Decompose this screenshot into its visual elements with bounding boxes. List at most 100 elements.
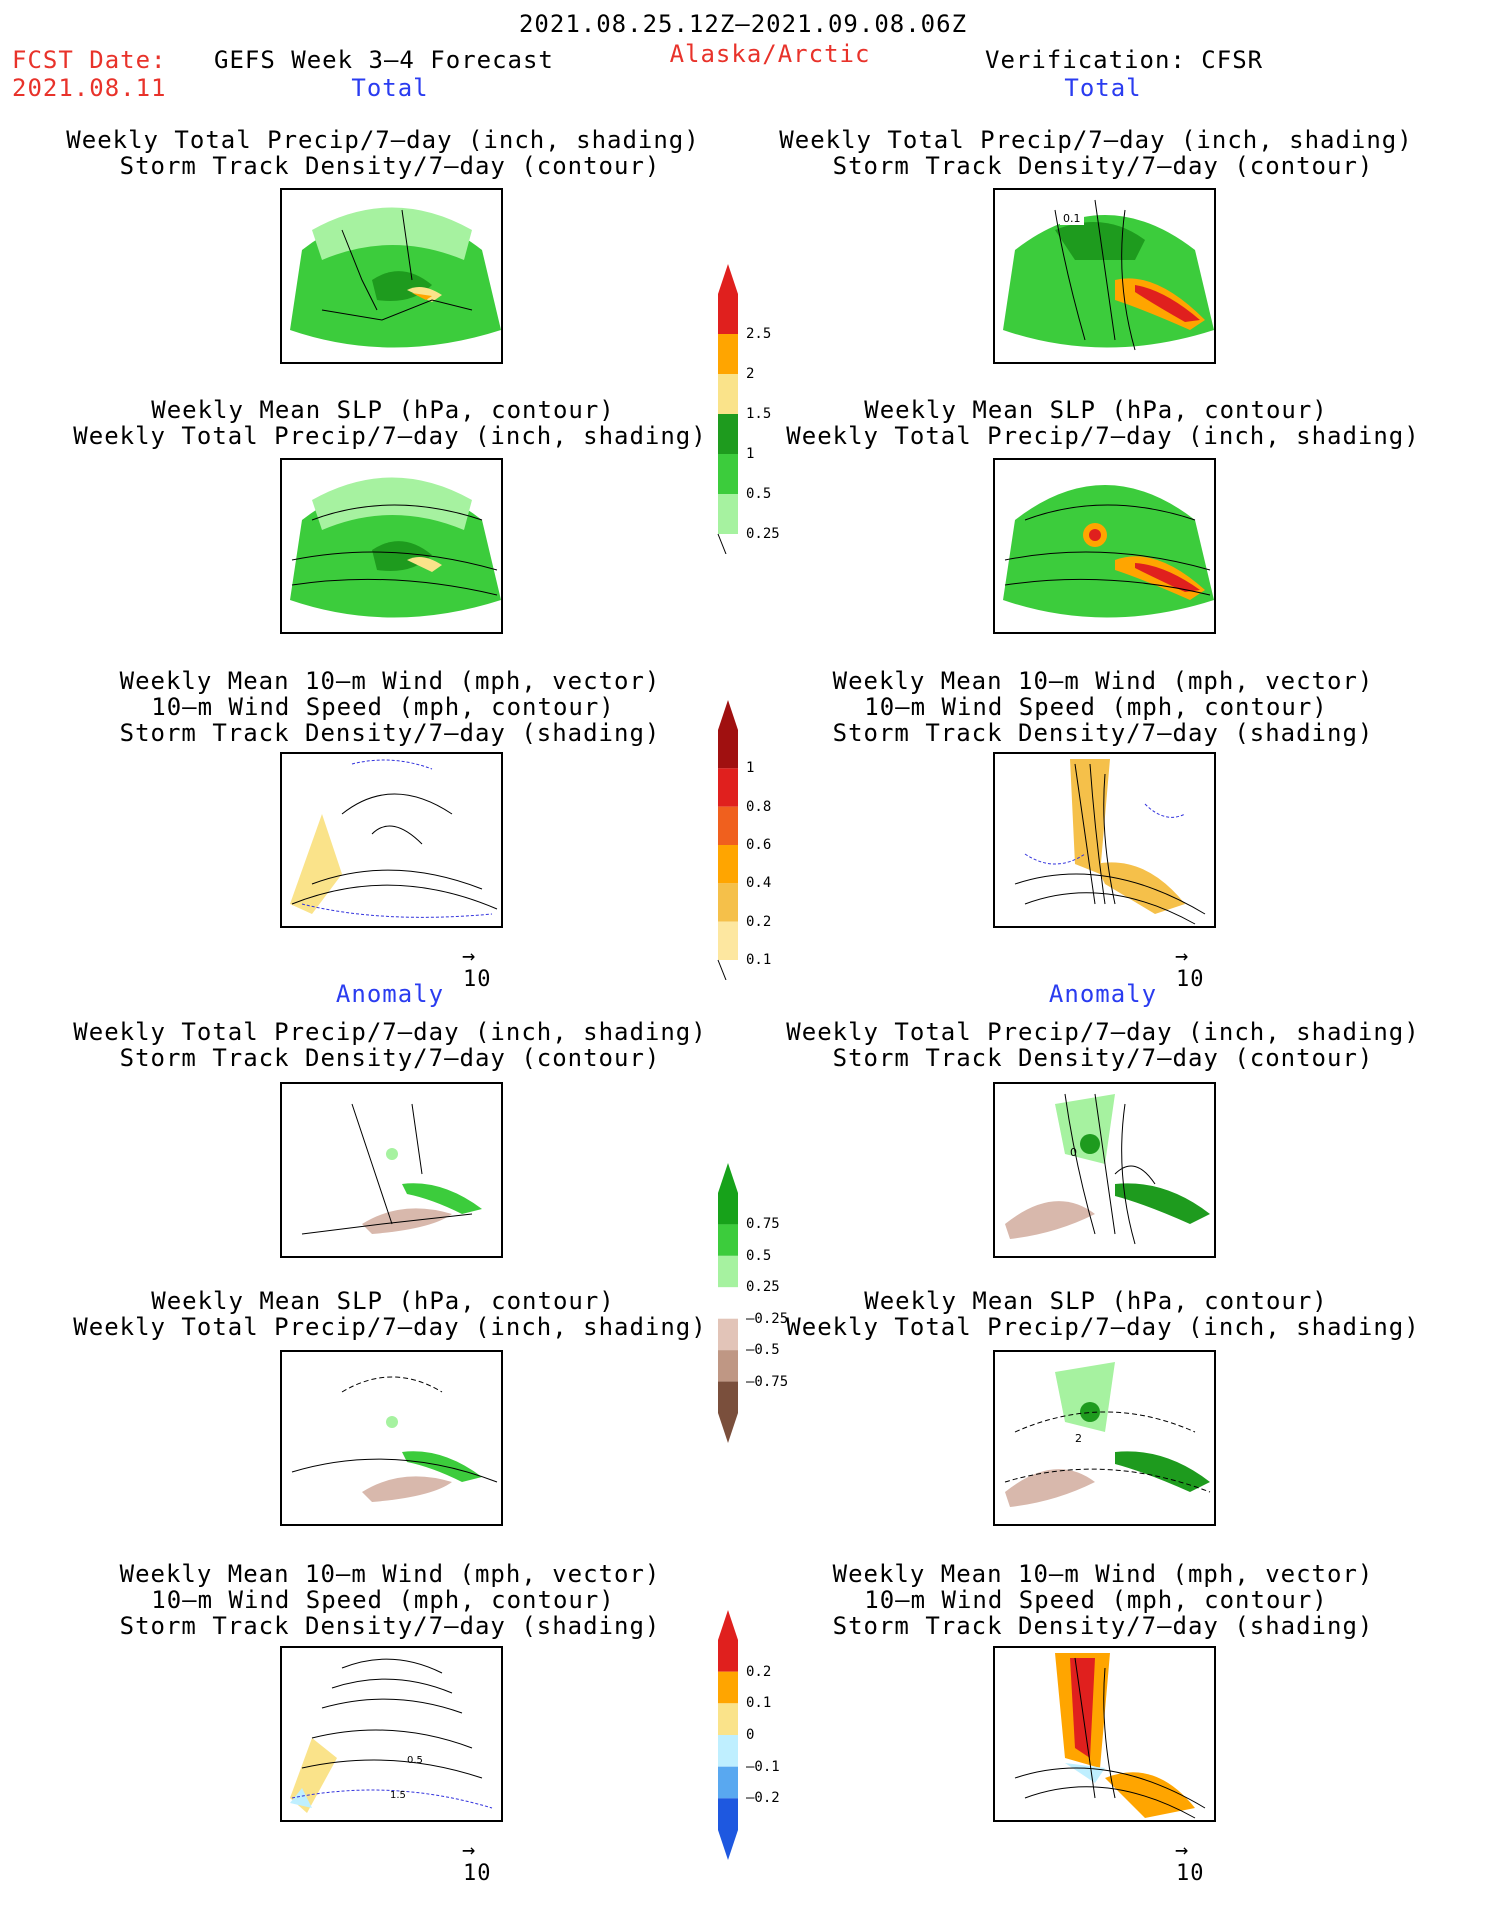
colorbar-label: 0.5 [746,1247,772,1264]
panel-title-l1-line1: Weekly Total Precip/7–day (inch, shading… [66,126,700,154]
colorbar-swatch [718,1640,738,1672]
colorbar-label: 2 [746,366,755,382]
map-total-precip-storm-forecast [280,188,503,364]
panel-title-r3-line3: Storm Track Density/7–day (shading) [832,719,1374,747]
panel-title-r3-line1: Weekly Mean 10–m Wind (mph, vector) [832,667,1374,695]
panel-title-l3-line2: 10–m Wind Speed (mph, contour) [151,693,615,721]
colorbar-swatch [718,921,738,960]
colorbar-label: 0.1 [746,952,772,968]
map-anomaly-slp-precip-forecast [280,1350,503,1526]
colorbar-swatch [718,845,738,884]
colorbar-swatch [718,1735,738,1767]
colorbar-label: 0.2 [746,1663,772,1680]
colorbar-cap [718,1163,738,1193]
colorbar-swatch [718,414,738,454]
colorbar-cap [718,700,738,730]
colorbar-precip-total: 2.5 2 1.5 1 0.5 0.25 [716,264,796,554]
contour-label: 1.5 [390,1790,406,1801]
colorbar-cap [718,1830,738,1860]
colorbar-swatch [718,1287,738,1319]
contour-label: 0.1 [1063,212,1081,225]
contour-label: 0 [1070,1146,1077,1159]
colorbar-label: 1 [746,760,755,777]
colorbar-swatch [718,374,738,414]
map-total-precip-storm-verification: 0.1 [993,188,1216,364]
colorbar-swatch [718,494,738,534]
colorbar-swatch [718,768,738,807]
map-anomaly-precip-storm-verification: 0 [993,1082,1216,1258]
verification-title: Verification: CFSR [985,46,1264,74]
panel-title-r3-line2: 10–m Wind Speed (mph, contour) [864,693,1328,721]
colorbar-swatch [718,454,738,494]
colorbar-label: –0.25 [746,1310,789,1327]
colorbar-storm-anomaly: 0.2 0.1 0 –0.1 –0.2 [716,1610,796,1860]
panel-title-l6-line1: Weekly Mean 10–m Wind (mph, vector) [119,1560,661,1588]
colorbar-label: –0.2 [746,1790,780,1807]
panel-title-l4-line1: Weekly Total Precip/7–day (inch, shading… [73,1018,707,1046]
colorbar-swatch [718,1703,738,1735]
colorbar-label: –0.5 [746,1342,780,1359]
colorbar-tail [717,959,727,980]
colorbar-label: 0.1 [746,1695,772,1712]
panel-title-r6-line2: 10–m Wind Speed (mph, contour) [864,1586,1328,1614]
colorbar-label: –0.1 [746,1758,780,1775]
panel-title-l5-line1: Weekly Mean SLP (hPa, contour) [151,1287,615,1315]
map-anomaly-wind-storm-verification [993,1646,1216,1822]
colorbar-swatch [718,1350,738,1382]
colorbar-swatch [718,334,738,374]
panel-title-r5-line1: Weekly Mean SLP (hPa, contour) [864,1287,1328,1315]
vector-ref-label: 10 [1176,1861,1205,1886]
colorbar-swatch [718,883,738,922]
region-title: Alaska/Arctic [669,40,871,68]
colorbar-storm-total: 1 0.8 0.6 0.4 0.2 0.1 [716,700,796,980]
colorbar-label: 0.75 [746,1216,780,1233]
vector-ref-label: 10 [1176,967,1205,992]
panel-title-r5-line2: Weekly Total Precip/7–day (inch, shading… [786,1313,1420,1341]
panel-title-l1-line2: Storm Track Density/7–day (contour) [119,152,661,180]
panel-title-r6-line3: Storm Track Density/7–day (shading) [832,1612,1374,1640]
colorbar-swatch [718,1381,738,1413]
colorbar-swatch [718,730,738,769]
map-total-slp-precip-forecast [280,458,503,634]
panel-title-r2-line2: Weekly Total Precip/7–day (inch, shading… [786,422,1420,450]
panel-title-l5-line2: Weekly Total Precip/7–day (inch, shading… [73,1313,707,1341]
panel-title-l4-line2: Storm Track Density/7–day (contour) [119,1044,661,1072]
map-anomaly-wind-storm-forecast: 1.5 0.5 [280,1646,503,1822]
panel-title-r4-line2: Storm Track Density/7–day (contour) [832,1044,1374,1072]
vector-ref-arrow-icon: → [1175,944,1189,969]
map-total-wind-storm-forecast [280,752,503,928]
section-anomaly-left: Anomaly [335,980,445,1008]
vector-ref-arrow-icon: → [462,1838,476,1863]
panel-title-l6-line3: Storm Track Density/7–day (shading) [119,1612,661,1640]
section-total-right: Total [1064,74,1142,102]
vector-ref-arrow-icon: → [462,944,476,969]
colorbar-swatch [718,1255,738,1288]
colorbar-cap [718,1413,738,1443]
colorbar-tail [717,533,727,554]
panel-title-l3-line3: Storm Track Density/7–day (shading) [119,719,661,747]
colorbar-label: 0.25 [746,526,780,542]
colorbar-label: 0.4 [746,875,772,892]
vector-ref-label: 10 [463,1861,492,1886]
colorbar-precip-anomaly: 0.75 0.5 0.25 –0.25 –0.5 –0.75 [716,1163,806,1443]
map-total-slp-precip-verification [993,458,1216,634]
colorbar-swatch [718,1318,738,1351]
panel-title-r2-line1: Weekly Mean SLP (hPa, contour) [864,396,1328,424]
colorbar-label: 0 [746,1727,755,1743]
colorbar-swatch [718,1766,738,1799]
contour-label: 2 [1075,1432,1082,1445]
panel-title-l2-line1: Weekly Mean SLP (hPa, contour) [151,396,615,424]
colorbar-swatch [718,294,738,334]
colorbar-cap [718,1610,738,1640]
panel-title-l3-line1: Weekly Mean 10–m Wind (mph, vector) [119,667,661,695]
colorbar-swatch [718,1671,738,1704]
colorbar-label: 0.8 [746,798,772,815]
colorbar-label: 1.5 [746,406,772,422]
period-title: 2021.08.25.12Z–2021.09.08.06Z [518,10,968,38]
colorbar-label: 0.6 [746,837,772,853]
panel-title-r1-line1: Weekly Total Precip/7–day (inch, shading… [779,126,1413,154]
panel-title-r1-line2: Storm Track Density/7–day (contour) [832,152,1374,180]
colorbar-swatch [718,1193,738,1225]
colorbar-swatch [718,1224,738,1256]
map-anomaly-slp-precip-verification: 2 [993,1350,1216,1526]
